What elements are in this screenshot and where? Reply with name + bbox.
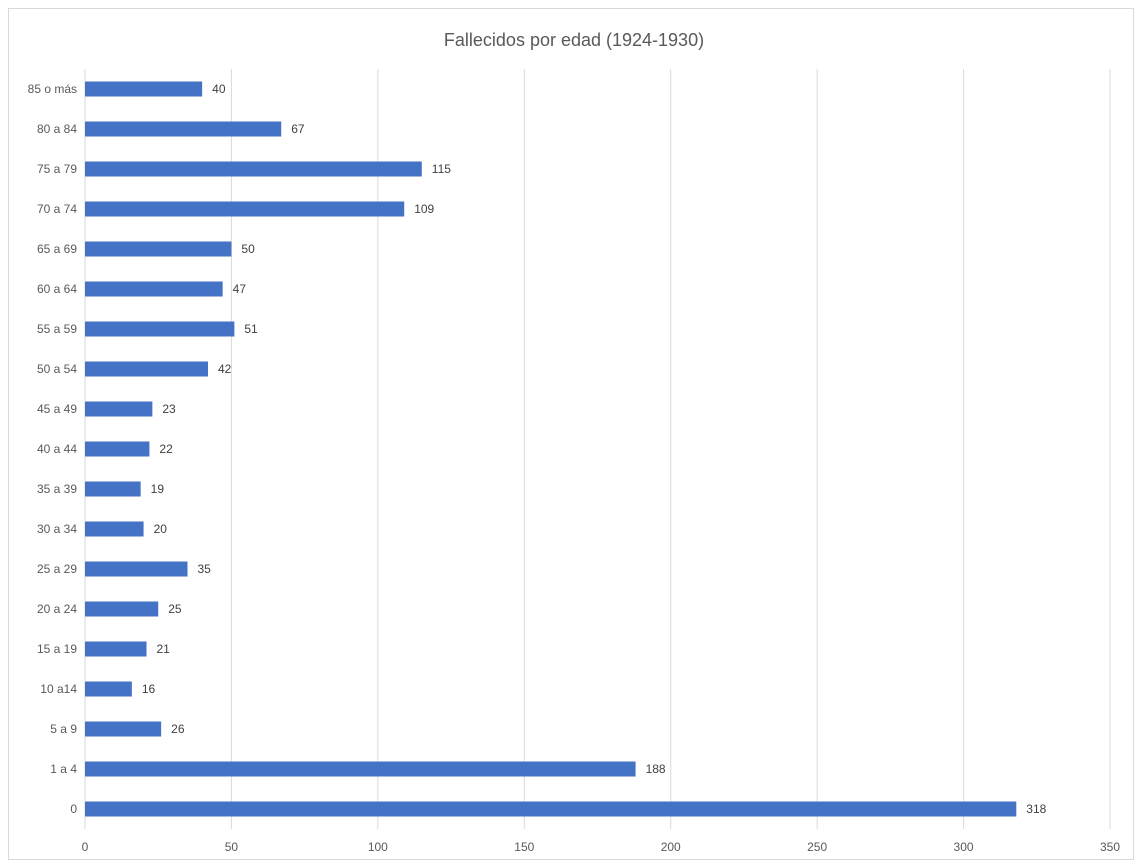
bar: [85, 121, 282, 137]
bar: [85, 201, 405, 217]
x-tick-label: 300: [954, 840, 974, 854]
bar: [85, 241, 232, 257]
category-label: 85 o más: [28, 82, 77, 96]
data-label: 50: [241, 242, 255, 256]
bar: [85, 361, 208, 377]
category-label: 55 a 59: [37, 322, 77, 336]
bar: [85, 161, 422, 177]
bar: [85, 721, 162, 737]
data-label: 19: [151, 482, 165, 496]
category-label: 65 a 69: [37, 242, 77, 256]
x-tick-label: 250: [807, 840, 827, 854]
category-label: 30 a 34: [37, 522, 77, 536]
bar: [85, 81, 203, 97]
category-label: 70 a 74: [37, 202, 77, 216]
x-axis-tick-labels: 0 50 100 150 200 250 300 350: [82, 840, 1121, 854]
data-label: 40: [212, 82, 226, 96]
chart-title: Fallecidos por edad (1924-1930): [444, 30, 704, 50]
category-label: 0: [70, 802, 77, 816]
data-label: 16: [142, 682, 156, 696]
x-tick-label: 50: [225, 840, 239, 854]
category-label: 5 a 9: [50, 722, 77, 736]
category-label: 15 a 19: [37, 642, 77, 656]
x-tick-label: 0: [82, 840, 89, 854]
bar: [85, 441, 150, 457]
bar: [85, 281, 223, 297]
x-tick-label: 100: [368, 840, 388, 854]
data-label: 25: [168, 602, 182, 616]
category-label: 75 a 79: [37, 162, 77, 176]
category-label: 20 a 24: [37, 602, 77, 616]
category-label: 35 a 39: [37, 482, 77, 496]
bar: [85, 801, 1017, 817]
category-label: 50 a 54: [37, 362, 77, 376]
data-label: 51: [244, 322, 258, 336]
bar: [85, 601, 159, 617]
category-label: 60 a 64: [37, 282, 77, 296]
bar: [85, 681, 132, 697]
data-label: 42: [218, 362, 232, 376]
bar: [85, 481, 141, 497]
category-label: 40 a 44: [37, 442, 77, 456]
category-label: 1 a 4: [50, 762, 77, 776]
category-labels: 0 1 a 4 5 a 9 10 a14 15 a 19 20 a 24 25 a 29 30…: [28, 82, 78, 816]
bar: [85, 321, 235, 337]
data-label: 188: [646, 762, 666, 776]
data-label: 22: [159, 442, 173, 456]
data-label: 67: [291, 122, 305, 136]
x-tick-label: 150: [514, 840, 534, 854]
category-label: 80 a 84: [37, 122, 77, 136]
gridlines: [84, 69, 1111, 829]
category-label: 45 a 49: [37, 402, 77, 416]
x-tick-label: 350: [1100, 840, 1120, 854]
data-label: 115: [432, 162, 451, 176]
data-label: 20: [154, 522, 168, 536]
category-label: 25 a 29: [37, 562, 77, 576]
bar: [85, 761, 636, 777]
data-label: 21: [157, 642, 171, 656]
data-label: 47: [233, 282, 247, 296]
bar: [85, 641, 147, 657]
bar: [85, 561, 188, 577]
bar: [85, 521, 144, 537]
data-labels: 318 188 26 16 21 25 35 20 19 22 23 42 51 47 50 109 115 67…: [142, 82, 1047, 816]
bar: [85, 401, 153, 417]
data-label: 318: [1026, 802, 1046, 816]
data-label: 26: [171, 722, 185, 736]
data-label: 23: [162, 402, 176, 416]
chart-frame: [8, 8, 1134, 860]
bars: [85, 81, 1017, 817]
x-tick-label: 200: [661, 840, 681, 854]
data-label: 35: [198, 562, 212, 576]
category-label: 10 a14: [40, 682, 77, 696]
data-label: 109: [414, 202, 434, 216]
